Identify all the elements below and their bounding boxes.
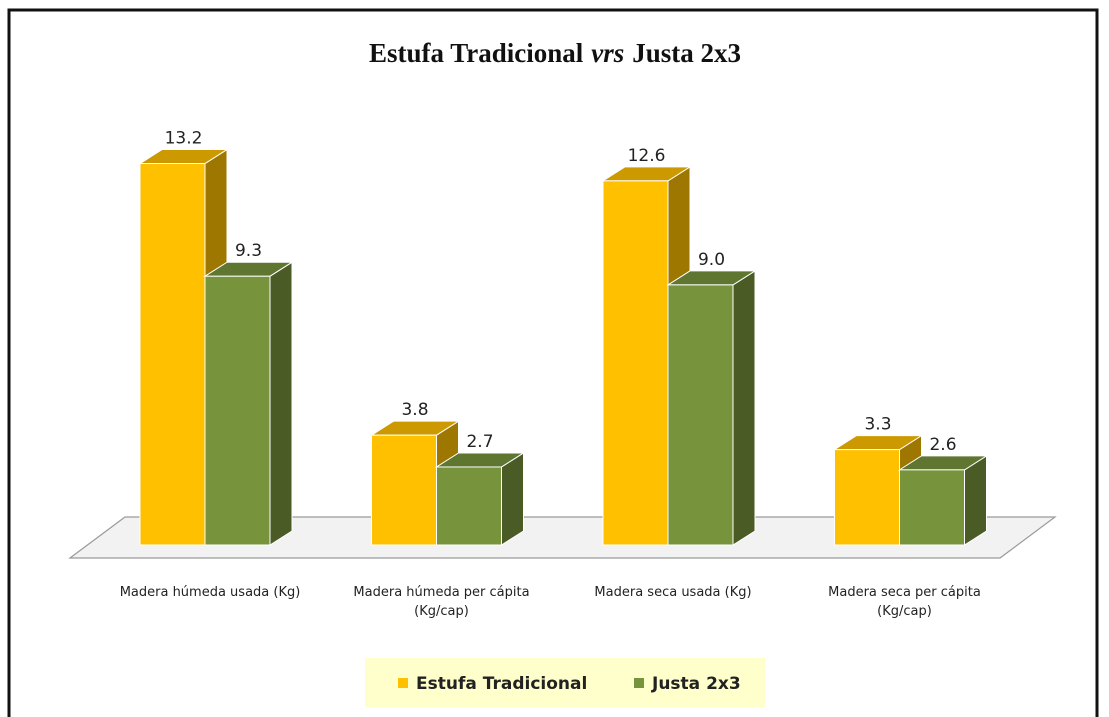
bar	[369, 420, 461, 546]
bar-front	[602, 180, 669, 546]
bar-front	[139, 163, 206, 546]
legend-label: Justa 2x3	[651, 674, 741, 694]
value-label: 2.7	[466, 432, 493, 452]
bar-front	[371, 434, 437, 546]
x-tick-label: Madera húmeda usada (Kg)	[119, 585, 301, 600]
bar-side	[964, 454, 987, 546]
x-tick-label: Madera seca per cápita (Kg/cap)	[828, 585, 981, 619]
bar-side	[501, 452, 524, 546]
value-label: 9.3	[235, 241, 262, 261]
bar-front	[436, 466, 502, 546]
value-label: 13.2	[165, 129, 203, 149]
legend-label: Estufa Tradicional	[416, 674, 587, 694]
bar	[897, 454, 989, 546]
legend-swatch	[634, 678, 644, 688]
title-part: Estufa Tradicional	[369, 38, 584, 68]
x-tick-label: Madera húmeda per cápita (Kg/cap)	[353, 585, 530, 619]
value-label: 3.3	[864, 415, 891, 435]
bar	[203, 261, 294, 546]
legend-swatch	[398, 678, 408, 688]
bar-front	[667, 284, 734, 546]
chart-title: Estufa Tradicional vrs Justa 2x3	[369, 38, 741, 68]
bar-front	[899, 469, 965, 546]
bar-side	[732, 269, 756, 546]
bar	[666, 269, 757, 546]
value-label: 3.8	[401, 400, 428, 420]
value-label: 2.6	[929, 435, 956, 455]
bar-front	[204, 275, 271, 546]
bar-side	[269, 261, 293, 546]
floor	[68, 516, 1057, 559]
title-part: Justa 2x3	[632, 38, 741, 68]
x-tick-label: Madera seca usada (Kg)	[594, 585, 752, 600]
title-part: vrs	[591, 38, 624, 68]
value-label: 12.6	[628, 146, 666, 166]
bar-front	[834, 449, 900, 546]
value-label: 9.0	[698, 250, 725, 270]
bar	[434, 452, 526, 546]
legend-box	[365, 658, 765, 707]
